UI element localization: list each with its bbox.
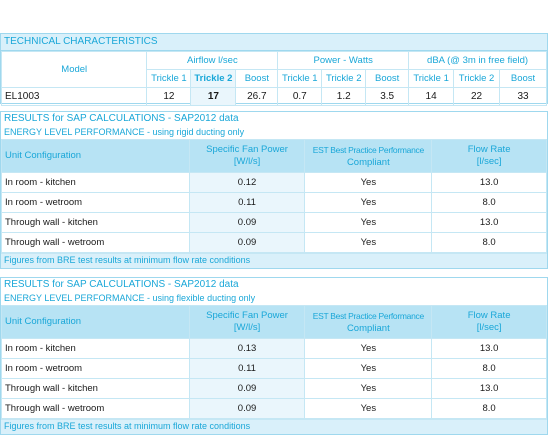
sfp-cell: 0.09	[188, 212, 306, 233]
flow-header-line1: Flow Rate	[467, 144, 511, 155]
compliant-cell: Yes	[304, 338, 433, 359]
airflow-group-header: Airflow l/sec	[146, 51, 279, 70]
flow-cell: 13.0	[431, 212, 547, 233]
sfp-header-line1: Specific Fan Power	[206, 310, 288, 321]
flow-cell: 8.0	[431, 232, 547, 253]
sfp-cell: 0.13	[188, 338, 306, 359]
config-cell: Through wall - wetroom	[1, 232, 190, 253]
value-cell: 14	[408, 87, 455, 106]
subheader: Trickle 1	[277, 69, 323, 88]
power-group-header: Power - Watts	[277, 51, 410, 70]
est-header-line1: EST Best Practice Performance	[312, 310, 424, 321]
config-cell: In room - wetroom	[1, 192, 190, 213]
table-row: In room - wetroom 0.11 Yes 8.0	[1, 192, 547, 213]
tech-grid: Model Airflow l/sec Power - Watts dBA (@…	[0, 51, 547, 106]
value-cell: 33	[499, 87, 547, 106]
flow-cell: 8.0	[431, 398, 547, 419]
compliant-cell: Yes	[304, 212, 433, 233]
flow-cell: 13.0	[431, 338, 547, 359]
flow-header: Flow Rate [l/sec]	[431, 139, 547, 173]
config-cell: In room - kitchen	[1, 338, 190, 359]
est-header-line2: Compliant	[346, 156, 390, 168]
compliant-cell: Yes	[304, 232, 433, 253]
sfp-header-line2: [W/l/s]	[233, 156, 261, 167]
sfp-header: Specific Fan Power [W/l/s]	[188, 139, 306, 173]
subheader: Boost	[235, 69, 279, 88]
flow-header-line2: [l/sec]	[476, 156, 502, 167]
value-cell: 22	[453, 87, 501, 106]
sap-rigid-section: RESULTS for SAP CALCULATIONS - SAP2012 d…	[0, 111, 548, 269]
compliant-cell: Yes	[304, 192, 433, 213]
sap-flexible-subtitle: ENERGY LEVEL PERFORMANCE - using flexibl…	[4, 293, 256, 303]
table-row: Through wall - kitchen 0.09 Yes 13.0	[1, 378, 547, 399]
sap-flexible-section: RESULTS for SAP CALCULATIONS - SAP2012 d…	[0, 277, 548, 435]
compliant-cell: Yes	[304, 398, 433, 419]
sfp-header-line2: [W/l/s]	[233, 322, 261, 333]
sap-flexible-table: Unit Configuration Specific Fan Power [W/…	[1, 305, 547, 419]
model-header: Model	[0, 51, 148, 88]
est-header-line2: Compliant	[346, 322, 390, 334]
model-name: EL1003	[0, 87, 148, 106]
est-header-line1: EST Best Practice Performance	[312, 144, 424, 155]
sap-flexible-title: RESULTS for SAP CALCULATIONS - SAP2012 d…	[4, 279, 239, 290]
subheader: Trickle 2	[321, 69, 367, 88]
config-cell: Through wall - kitchen	[1, 378, 190, 399]
subheader: Boost	[499, 69, 547, 88]
value-cell: 1.2	[321, 87, 367, 106]
sap-rigid-subtitle: ENERGY LEVEL PERFORMANCE - using rigid d…	[4, 127, 245, 137]
sfp-cell: 0.09	[188, 378, 306, 399]
subheader: Trickle 2	[190, 69, 237, 88]
config-cell: Through wall - wetroom	[1, 398, 190, 419]
flow-cell: 8.0	[431, 358, 547, 379]
table-row: In room - kitchen 0.12 Yes 13.0	[1, 172, 547, 193]
sap-rigid-table: Unit Configuration Specific Fan Power [W/…	[1, 139, 547, 253]
sfp-cell: 0.09	[188, 232, 306, 253]
sfp-header: Specific Fan Power [W/l/s]	[188, 305, 306, 339]
tech-title: TECHNICAL CHARACTERISTICS	[1, 34, 547, 51]
sfp-cell: 0.12	[188, 172, 306, 193]
table-row: Through wall - kitchen 0.09 Yes 13.0	[1, 212, 547, 233]
flow-cell: 13.0	[431, 172, 547, 193]
value-cell: 12	[146, 87, 192, 106]
flow-header: Flow Rate [l/sec]	[431, 305, 547, 339]
subheader: Boost	[365, 69, 410, 88]
unit-config-header: Unit Configuration	[1, 139, 190, 173]
sfp-header-line1: Specific Fan Power	[206, 144, 288, 155]
est-header: EST Best Practice Performance Compliant	[304, 305, 433, 339]
table-row: Through wall - wetroom 0.09 Yes 8.0	[1, 232, 547, 253]
flow-cell: 13.0	[431, 378, 547, 399]
sfp-cell: 0.09	[188, 398, 306, 419]
flow-header-line2: [l/sec]	[476, 322, 502, 333]
flow-header-line1: Flow Rate	[467, 310, 511, 321]
subheader: Trickle 1	[408, 69, 455, 88]
sap-rigid-title: RESULTS for SAP CALCULATIONS - SAP2012 d…	[4, 113, 239, 124]
sfp-cell: 0.11	[188, 192, 306, 213]
value-cell: 3.5	[365, 87, 410, 106]
sfp-cell: 0.11	[188, 358, 306, 379]
est-header: EST Best Practice Performance Compliant	[304, 139, 433, 173]
subheader: Trickle 1	[146, 69, 192, 88]
compliant-cell: Yes	[304, 378, 433, 399]
table-row: Through wall - wetroom 0.09 Yes 8.0	[1, 398, 547, 419]
subheader: Trickle 2	[453, 69, 501, 88]
unit-config-header: Unit Configuration	[1, 305, 190, 339]
config-cell: In room - kitchen	[1, 172, 190, 193]
sap-rigid-footer: Figures from BRE test results at minimum…	[1, 253, 547, 268]
config-cell: Through wall - kitchen	[1, 212, 190, 233]
flow-cell: 8.0	[431, 192, 547, 213]
table-row: In room - kitchen 0.13 Yes 13.0	[1, 338, 547, 359]
config-cell: In room - wetroom	[1, 358, 190, 379]
technical-characteristics-table: TECHNICAL CHARACTERISTICS Model Airflow …	[0, 33, 548, 106]
value-cell: 17	[190, 87, 237, 106]
compliant-cell: Yes	[304, 358, 433, 379]
value-cell: 26.7	[235, 87, 279, 106]
dba-group-header: dBA (@ 3m in free field)	[408, 51, 547, 70]
table-row: In room - wetroom 0.11 Yes 8.0	[1, 358, 547, 379]
value-cell: 0.7	[277, 87, 323, 106]
compliant-cell: Yes	[304, 172, 433, 193]
sap-flexible-footer: Figures from BRE test results at minimum…	[1, 419, 547, 434]
